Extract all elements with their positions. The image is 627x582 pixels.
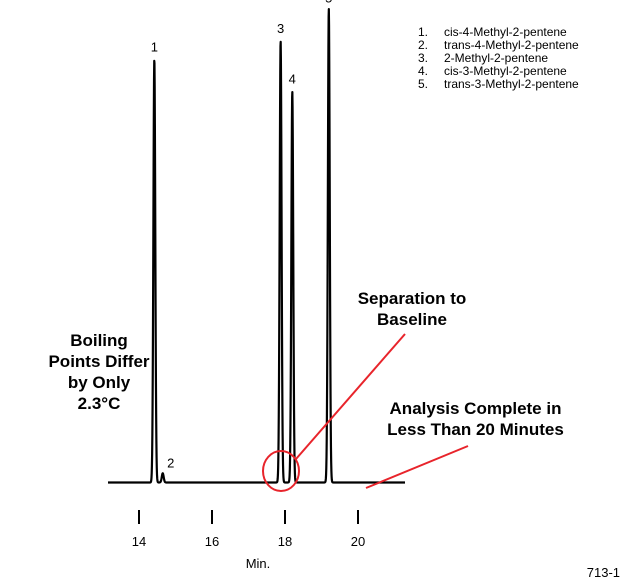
legend-number: 4. bbox=[418, 64, 429, 78]
peak-label: 4 bbox=[289, 71, 296, 86]
x-tick-label: 20 bbox=[351, 534, 365, 549]
legend-number: 2. bbox=[418, 38, 429, 52]
legend-number: 1. bbox=[418, 25, 429, 39]
separation-pointer-line bbox=[295, 333, 406, 460]
annotation-line: Boiling bbox=[70, 331, 128, 350]
annotation-group bbox=[262, 333, 469, 492]
boiling-point-annotation: Boiling Points Differ by Only 2.3°C bbox=[24, 330, 174, 414]
peak-label: 1 bbox=[151, 39, 158, 54]
analysis-pointer-line bbox=[365, 445, 469, 489]
chromatogram-trace bbox=[107, 8, 406, 484]
figure-id: 713-1 bbox=[587, 565, 620, 580]
annotation-line: Baseline bbox=[377, 310, 447, 329]
peak-label-group: 1 2 3 4 5 bbox=[151, 0, 333, 470]
annotation-line: 2.3°C bbox=[77, 394, 121, 413]
legend-item: 2. trans-4-Methyl-2-pentene bbox=[418, 39, 579, 52]
separation-annotation: Separation to Baseline bbox=[326, 288, 498, 330]
legend-name: trans-4-Methyl-2-pentene bbox=[444, 38, 579, 52]
peak-label: 2 bbox=[167, 455, 174, 470]
annotation-line: by Only bbox=[67, 373, 131, 392]
legend: 1. cis-4-Methyl-2-pentene 2. trans-4-Methy… bbox=[418, 26, 579, 91]
x-axis-unit-label: Min. bbox=[246, 556, 271, 571]
annotation-line: Points Differ bbox=[48, 352, 150, 371]
trace-group bbox=[107, 8, 406, 484]
legend-number: 5. bbox=[418, 77, 429, 91]
annotation-line: Less Than 20 Minutes bbox=[387, 420, 564, 439]
legend-name: cis-4-Methyl-2-pentene bbox=[444, 25, 567, 39]
annotation-line: Analysis Complete in bbox=[389, 399, 562, 418]
legend-item: 4. cis-3-Methyl-2-pentene bbox=[418, 65, 579, 78]
x-tick-label: 16 bbox=[205, 534, 219, 549]
separation-highlight-circle bbox=[262, 450, 300, 492]
peak-label: 5 bbox=[325, 0, 332, 6]
legend-name: 2-Methyl-2-pentene bbox=[444, 51, 549, 65]
axis-group: 14 16 18 20 bbox=[132, 510, 365, 549]
analysis-annotation: Analysis Complete in Less Than 20 Minute… bbox=[368, 398, 583, 440]
legend-item: 5. trans-3-Methyl-2-pentene bbox=[418, 78, 579, 91]
legend-item: 1. cis-4-Methyl-2-pentene bbox=[418, 26, 579, 39]
legend-item: 3. 2-Methyl-2-pentene bbox=[418, 52, 579, 65]
peak-label: 3 bbox=[277, 21, 284, 36]
x-tick-label: 14 bbox=[132, 534, 146, 549]
x-tick-label: 18 bbox=[278, 534, 292, 549]
legend-name: trans-3-Methyl-2-pentene bbox=[444, 77, 579, 91]
legend-number: 3. bbox=[418, 51, 429, 65]
annotation-line: Separation to bbox=[357, 289, 467, 308]
legend-name: cis-3-Methyl-2-pentene bbox=[444, 64, 567, 78]
